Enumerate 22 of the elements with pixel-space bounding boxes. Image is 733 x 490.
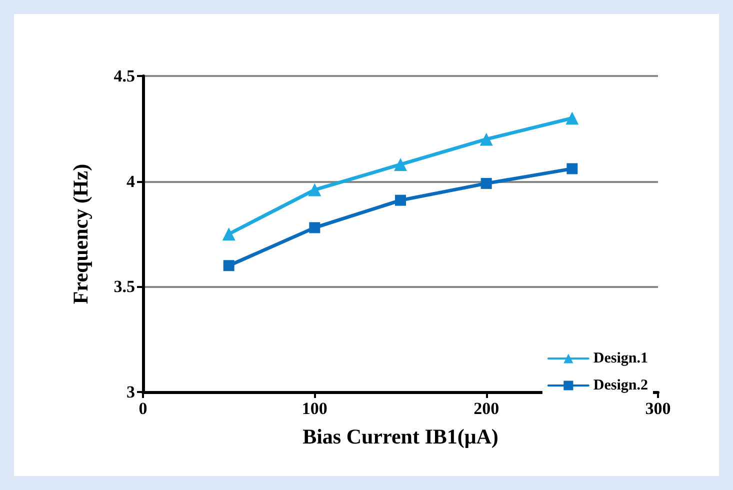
- x-tick-label: 100: [302, 399, 328, 418]
- y-tick-label: 4: [126, 172, 136, 191]
- point: [223, 260, 234, 272]
- point: [308, 183, 322, 196]
- y-tick-label: 3: [126, 382, 135, 402]
- point: [566, 112, 579, 125]
- point: [566, 163, 578, 174]
- x-tick-label: 200: [474, 399, 500, 418]
- y-tick-label: 4.5: [114, 66, 135, 86]
- legend-label: Design.2: [593, 378, 648, 394]
- point: [480, 178, 492, 189]
- point: [309, 222, 320, 234]
- legend-label: Design.1: [593, 350, 648, 366]
- x-axis-title: Bias Current IB1(μA): [302, 424, 498, 448]
- x-tick-label: 0: [138, 399, 148, 418]
- point: [222, 228, 236, 240]
- point: [480, 132, 493, 146]
- x-tick-label: 300: [645, 399, 671, 418]
- point: [395, 194, 406, 206]
- point: [394, 158, 407, 171]
- y-tick-label: 3.5: [114, 277, 135, 296]
- y-axis-title: Frequency (Hz): [68, 164, 92, 304]
